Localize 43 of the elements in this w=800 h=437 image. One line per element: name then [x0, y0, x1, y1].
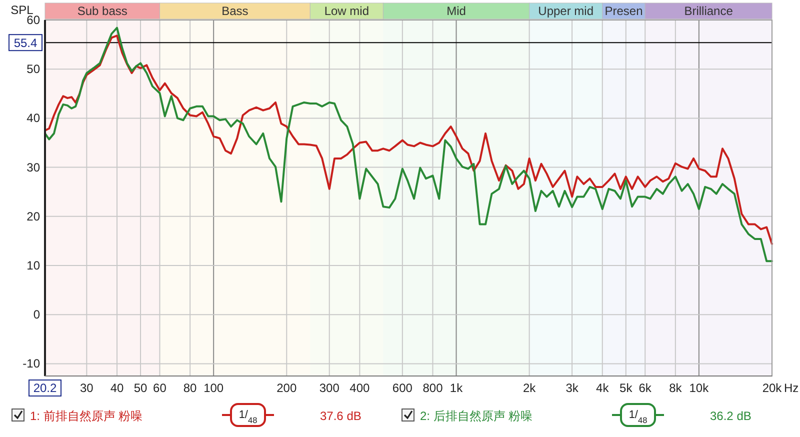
x-tick-label: 30: [80, 381, 94, 395]
text: 36.2 dB: [710, 409, 752, 423]
ref-line-label: 55.4: [14, 36, 38, 50]
text: 1: 前排自然原声 粉噪: [30, 409, 143, 423]
y-tick-label: 40: [26, 111, 40, 126]
band-label: Upper mid: [538, 4, 594, 18]
x-tick-label: 2k: [522, 381, 537, 395]
x-tick-label: 60: [153, 381, 167, 395]
text: 37.6 dB: [320, 409, 362, 423]
band-label: Presen: [604, 4, 643, 18]
band-label: Sub bass: [77, 4, 128, 18]
x-tick-label: 400: [350, 381, 370, 395]
x-tick-label: 3k: [566, 381, 580, 395]
x-tick-label: 300: [319, 381, 340, 395]
y-tick-label: 30: [26, 160, 40, 174]
text: 1/$_{48}$: [238, 409, 258, 424]
x-tick-label: 10k: [689, 381, 710, 395]
text: 1/$_{48}$: [628, 409, 648, 424]
band-label: Brilliance: [684, 4, 734, 18]
band-label: Mid: [446, 4, 466, 18]
y-tick-label: 0: [33, 308, 40, 322]
y-tick-label: 10: [26, 258, 40, 273]
x-axis-title: Hz: [784, 381, 799, 395]
band-label: Low mid: [324, 4, 370, 18]
x-tick-label: 6k: [638, 381, 652, 395]
x-tick-label: 20.2: [33, 381, 57, 395]
y-tick-label: 20: [26, 209, 40, 224]
band-label: Bass: [222, 4, 248, 18]
x-tick-label: 800: [422, 381, 444, 395]
y-tick-label: 50: [26, 62, 40, 76]
text: 2: 后排自然原声 粉噪: [420, 409, 533, 423]
x-tick-label: 40: [110, 381, 124, 395]
x-tick-label: 4k: [596, 381, 610, 395]
x-tick-label: 200: [276, 381, 297, 395]
x-tick-label: 80: [183, 381, 198, 395]
x-tick-label: 5k: [620, 381, 634, 395]
x-tick-label: 8k: [669, 381, 683, 395]
x-tick-label: 1k: [450, 381, 464, 395]
x-tick-label: 100: [204, 381, 224, 395]
x-tick-label: 50: [134, 381, 148, 395]
x-tick-label: 20k: [762, 381, 783, 395]
y-tick-label: -10: [22, 356, 40, 371]
x-tick-label: 600: [392, 381, 413, 395]
